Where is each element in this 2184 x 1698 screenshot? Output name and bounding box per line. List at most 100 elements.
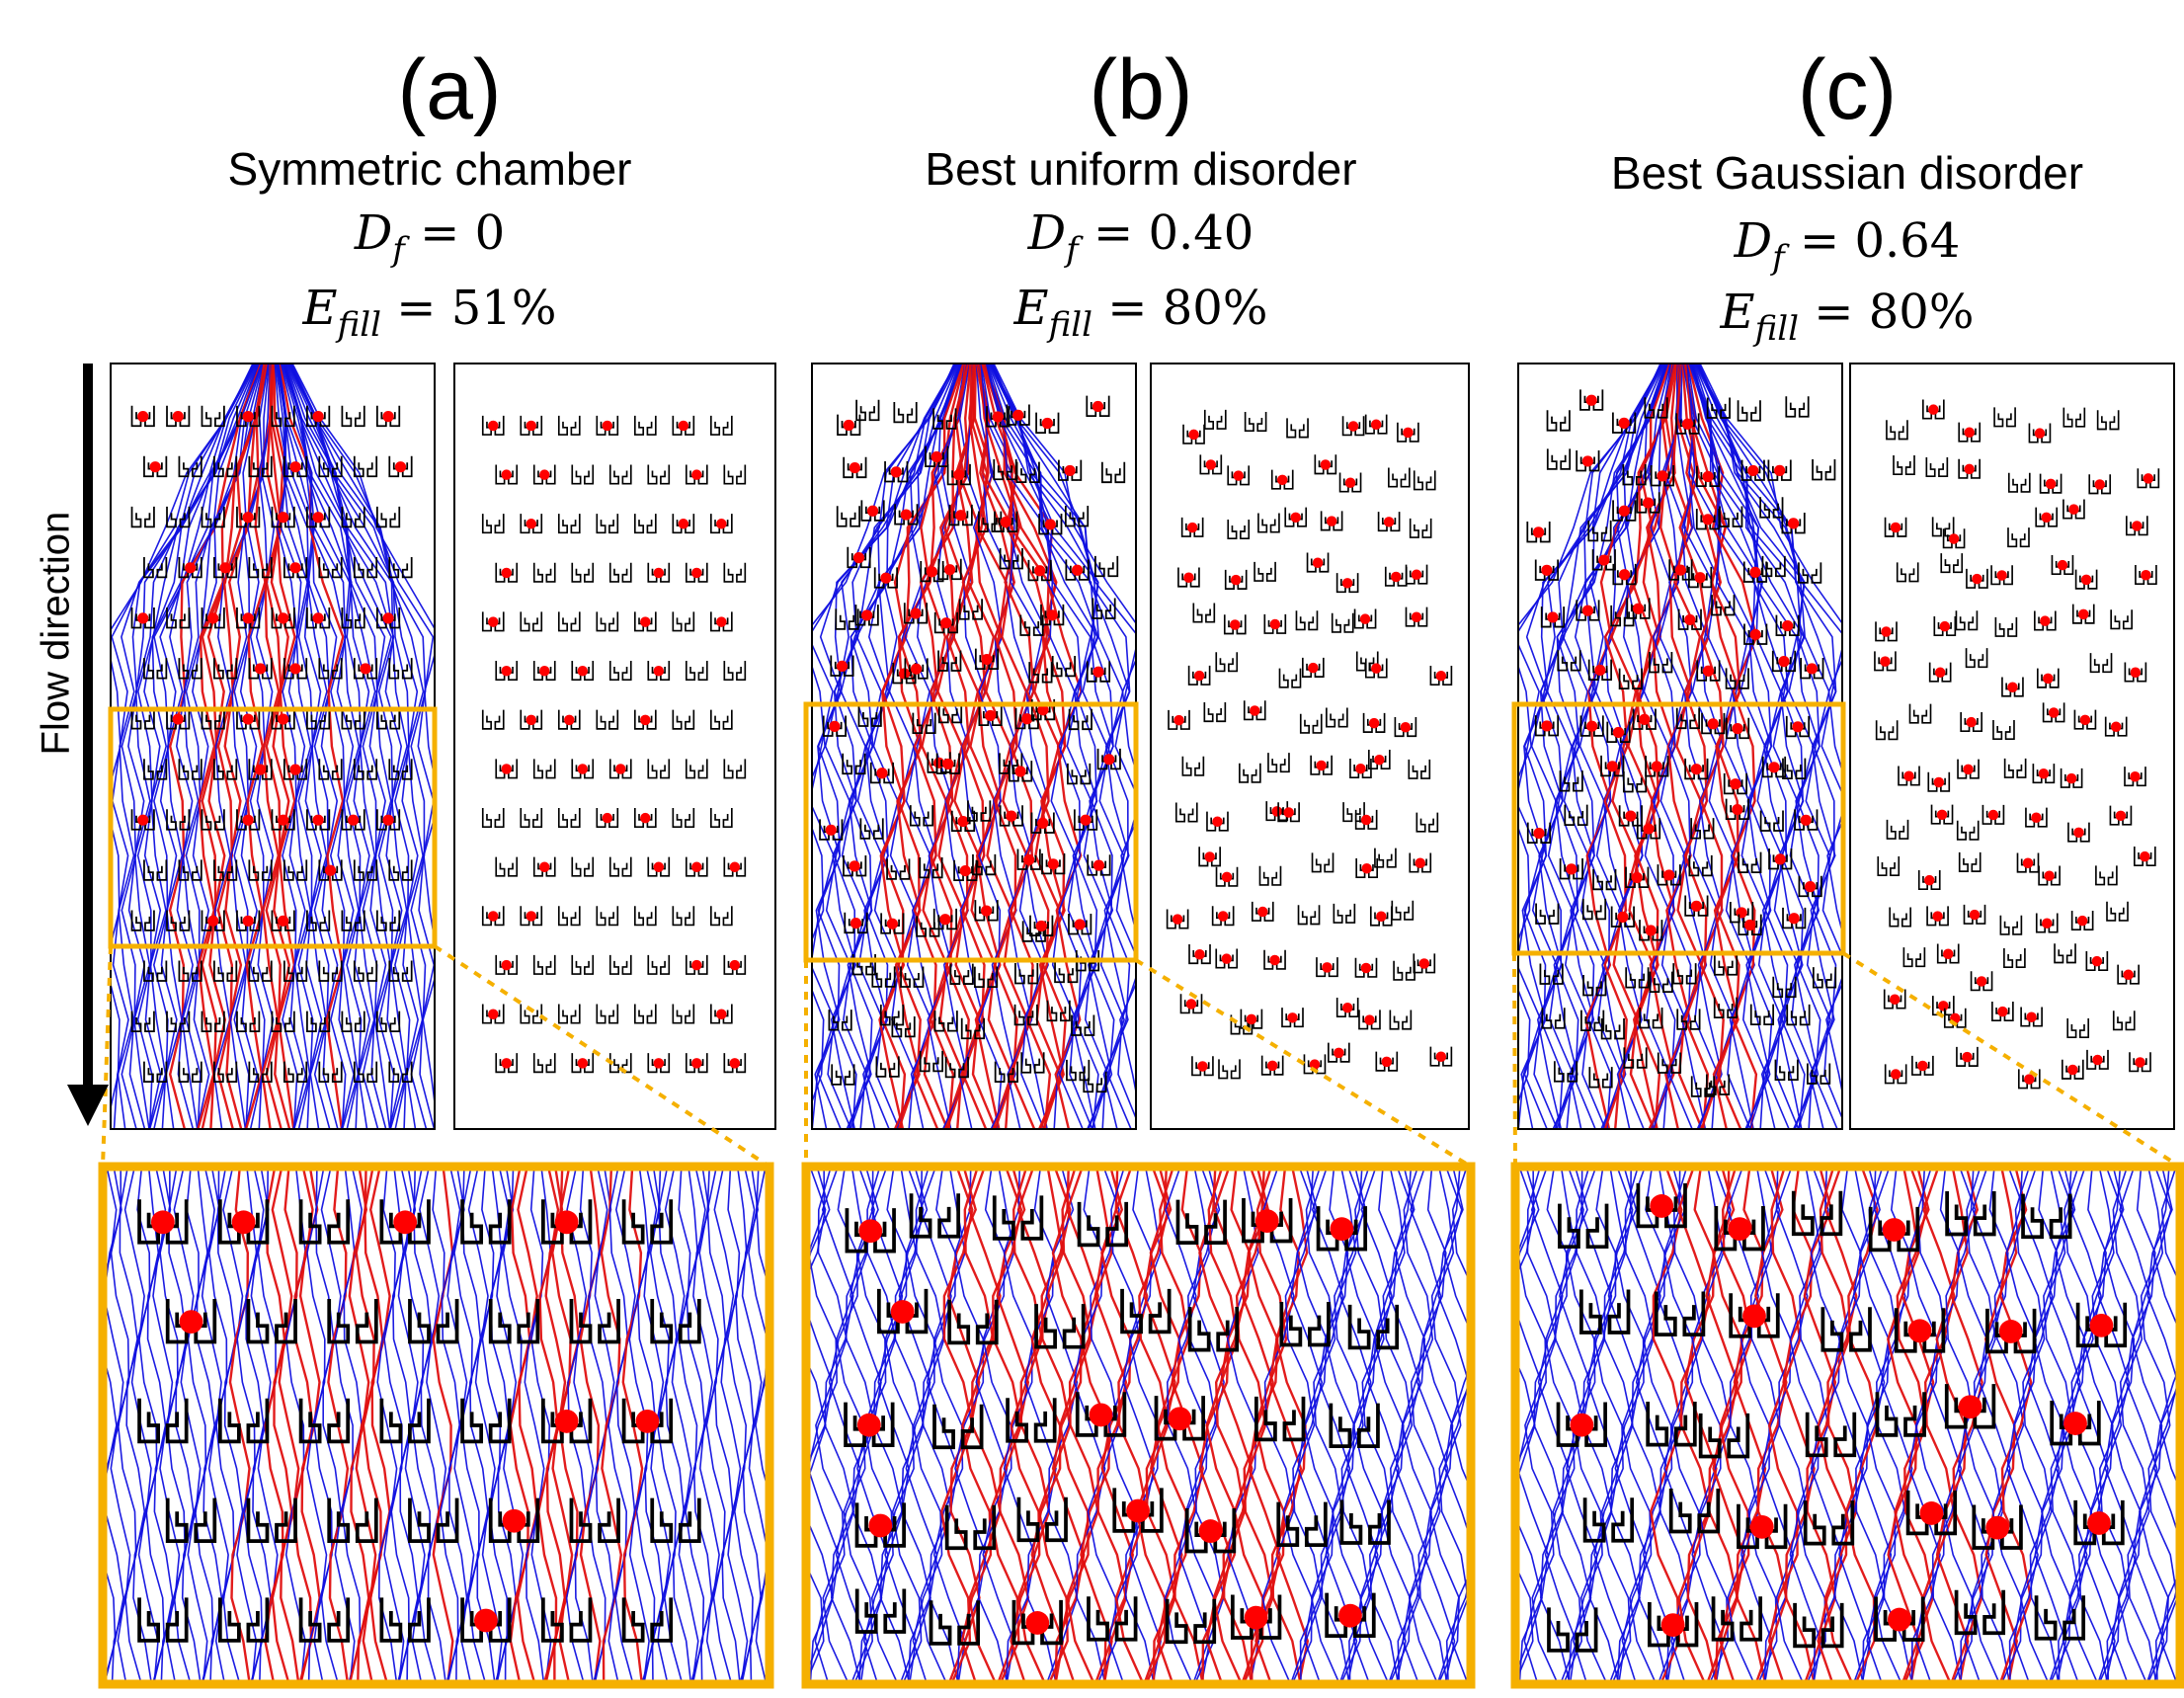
trap-icon [341, 708, 365, 730]
captured-cell-icon [360, 663, 371, 675]
trap-icon [1257, 513, 1280, 533]
captured-cell-icon [1221, 953, 1232, 964]
trap-icon [1942, 528, 1966, 549]
trap-icon [1068, 914, 1092, 935]
streamline [705, 1167, 727, 1684]
captured-cell-icon [1547, 611, 1559, 623]
trap-icon [495, 1053, 519, 1074]
captured-cell-icon [2034, 428, 2046, 439]
captured-cell-icon [1702, 470, 1714, 483]
trap-icon [608, 661, 632, 682]
trap-icon [633, 906, 657, 927]
captured-cell-icon [1923, 874, 1935, 886]
trap-icon [481, 415, 505, 436]
streamline [279, 364, 339, 1129]
streamline [289, 364, 428, 1129]
trap-icon [165, 1299, 217, 1344]
captured-cell-icon [149, 461, 161, 473]
trap-icon [903, 603, 929, 624]
trap-icon [201, 405, 225, 428]
streamline [1310, 1167, 1344, 1684]
trap-icon [166, 708, 191, 730]
trap-icon [1369, 906, 1393, 927]
captured-cell-icon [1089, 1403, 1113, 1427]
trap-icon [460, 1597, 512, 1643]
streamline [1450, 1167, 1471, 1684]
captured-cell-icon [242, 814, 254, 826]
trap-icon [1587, 520, 1612, 542]
streamline [123, 1167, 146, 1684]
trap-icon [842, 753, 866, 775]
trap-icon [283, 960, 308, 982]
captured-cell-icon [2076, 915, 2088, 927]
captured-cell-icon [1383, 517, 1395, 527]
trap-icon [532, 856, 556, 877]
trap-icon [481, 1004, 505, 1024]
captured-cell-icon [539, 665, 550, 677]
trap-icon [2038, 865, 2061, 886]
trap-icon [1243, 700, 1266, 721]
streamline [290, 364, 435, 1129]
trap-icon [946, 463, 971, 486]
trap-icon [2036, 668, 2060, 688]
trap-icon [375, 506, 401, 528]
trap-icon [1576, 600, 1600, 621]
trap-icon [283, 859, 308, 881]
streamline [1530, 1167, 1565, 1684]
captured-cell-icon [1025, 1611, 1050, 1635]
captured-cell-icon [1880, 656, 1891, 667]
captured-cell-icon [1942, 948, 1954, 959]
trap-icon [540, 1199, 593, 1245]
captured-cell-icon [1244, 1605, 1268, 1630]
captured-cell-icon [1598, 554, 1610, 566]
captured-cell-icon [1186, 522, 1198, 533]
trap-icon [1800, 658, 1824, 680]
trap-icon [2051, 554, 2074, 576]
captured-cell-icon [640, 616, 651, 627]
captured-cell-icon [1787, 518, 1800, 529]
captured-streamline [977, 364, 1029, 1129]
trap-icon [1354, 957, 1378, 978]
trap-icon [958, 599, 983, 620]
captured-cell-icon [312, 411, 324, 423]
streamline [287, 364, 408, 1129]
trap-icon [1416, 812, 1439, 833]
trap-icon [1690, 818, 1715, 840]
trap-icon [647, 856, 671, 877]
trap-icon [685, 661, 708, 682]
trap-icon [819, 819, 844, 841]
trap-icon [248, 1061, 273, 1084]
streamline [2125, 1167, 2158, 1684]
trap-icon [353, 960, 378, 982]
streamline [180, 1167, 202, 1684]
captured-cell-icon [1747, 464, 1759, 477]
trap-icon [685, 856, 708, 877]
trap-icon [283, 455, 308, 478]
trap-map-frame [453, 363, 776, 1130]
streamline [664, 1167, 686, 1684]
trap-icon [621, 1398, 674, 1444]
captured-streamline [1114, 1167, 1149, 1684]
captured-streamline [1066, 1167, 1099, 1684]
captured-cell-icon [1728, 1217, 1752, 1241]
trap-icon [1625, 866, 1650, 889]
captured-cell-icon [1415, 857, 1426, 868]
panel-a-subtitle: Symmetric chamber [227, 143, 632, 195]
trap-icon [1917, 869, 1941, 890]
captured-cell-icon [602, 420, 613, 432]
trap-icon [327, 1497, 378, 1543]
captured-cell-icon [1732, 723, 1743, 735]
captured-cell-icon [1966, 716, 1977, 728]
zoom-connector [433, 944, 771, 1169]
trap-icon [271, 506, 295, 528]
captured-streamline [945, 364, 976, 1129]
captured-cell-icon [2024, 1074, 2035, 1085]
trap-icon [650, 1497, 701, 1543]
captured-cell-icon [2130, 667, 2142, 678]
trap-icon [933, 611, 958, 634]
captured-streamline [1683, 364, 1725, 1129]
trap-icon [1177, 567, 1200, 588]
trap-icon [2003, 947, 2026, 968]
streamline [1621, 1167, 1655, 1684]
trap-icon [1877, 855, 1901, 876]
